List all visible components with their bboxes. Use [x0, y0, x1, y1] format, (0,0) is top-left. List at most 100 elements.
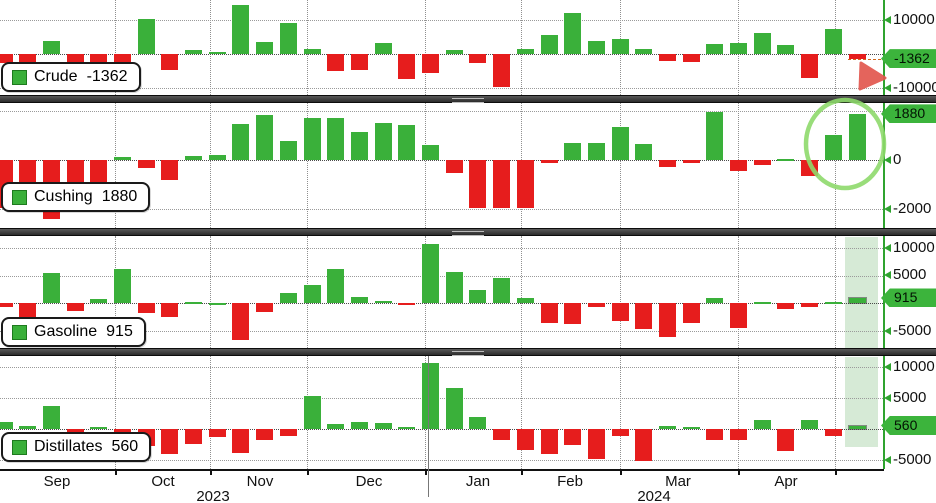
y-axis-line — [883, 236, 885, 348]
month-gridline — [307, 103, 308, 228]
weekly-change-bar — [350, 422, 368, 429]
weekly-change-bar — [706, 429, 724, 441]
weekly-change-bar — [564, 303, 582, 325]
weekly-change-bar — [706, 112, 724, 160]
legend-gasoline[interactable]: Gasoline 915 — [1, 317, 146, 347]
weekly-change-bar — [303, 49, 321, 54]
weekly-change-bar — [493, 160, 511, 208]
y-axis-tick-label: 5000 — [893, 389, 927, 406]
x-axis-year-label: 2023 — [196, 488, 230, 503]
x-axis-tick — [835, 469, 837, 475]
weekly-change-bar — [493, 429, 511, 441]
weekly-change-bar — [847, 297, 867, 304]
weekly-change-bar — [185, 302, 203, 305]
x-axis-tick — [521, 469, 523, 475]
month-gridline — [115, 0, 116, 95]
weekly-change-bar — [824, 429, 842, 436]
weekly-change-bar — [611, 429, 629, 436]
weekly-change-bar — [185, 429, 203, 444]
y-axis-tick-label: 10000 — [893, 238, 935, 256]
weekly-change-bar — [658, 426, 676, 429]
weekly-change-bar — [516, 160, 534, 208]
panel-splitter[interactable] — [0, 95, 936, 103]
weekly-change-bar — [540, 303, 558, 324]
weekly-change-bar — [232, 429, 250, 454]
weekly-change-bar — [635, 429, 653, 461]
splitter-grip-icon[interactable] — [452, 351, 484, 356]
weekly-change-bar — [824, 301, 842, 304]
weekly-change-bar — [90, 427, 108, 430]
y-axis-tick-arrow-icon — [884, 455, 891, 464]
panel-splitter[interactable] — [0, 348, 936, 356]
weekly-change-bar — [279, 141, 297, 160]
splitter-grip-icon[interactable] — [452, 231, 484, 236]
weekly-change-bar — [493, 278, 511, 303]
weekly-change-bar — [327, 423, 345, 429]
x-axis-month-label: Oct — [151, 473, 175, 490]
weekly-change-bar — [303, 285, 321, 303]
weekly-change-bar — [42, 40, 60, 54]
weekly-change-bar — [185, 49, 203, 54]
weekly-change-bar — [730, 303, 747, 329]
weekly-change-bar — [161, 429, 179, 454]
month-gridline — [210, 103, 211, 228]
weekly-change-bar — [658, 54, 676, 61]
current-value-label: 560 — [881, 416, 936, 436]
y-axis-tick-arrow-icon — [884, 205, 891, 214]
legend-cushing[interactable]: Cushing 1880 — [1, 182, 151, 212]
weekly-change-bar — [90, 299, 108, 303]
legend-distillates[interactable]: Distillates 560 — [1, 432, 152, 462]
x-axis-year-label: 2024 — [637, 488, 671, 503]
weekly-change-bar — [350, 296, 368, 303]
weekly-change-bar — [66, 429, 84, 434]
weekly-change-bar — [658, 303, 676, 337]
weekly-change-bar — [208, 155, 226, 160]
legend-crude[interactable]: Crude -1362 — [1, 62, 141, 92]
cushing-series-swatch-icon — [12, 189, 27, 205]
weekly-change-bar — [374, 301, 392, 303]
weekly-change-bar — [801, 54, 819, 78]
weekly-change-bar — [232, 5, 250, 54]
y-axis-tick-arrow-icon — [884, 156, 891, 164]
weekly-change-bar — [19, 54, 37, 64]
weekly-change-bar — [635, 49, 653, 54]
weekly-change-bar — [422, 363, 439, 429]
weekly-change-bar — [564, 12, 582, 54]
weekly-change-bar — [587, 40, 605, 54]
weekly-change-bar — [398, 54, 416, 79]
weekly-change-bar — [848, 54, 866, 59]
weekly-change-bar — [493, 54, 511, 87]
weekly-change-bar — [256, 429, 274, 441]
x-axis-tick — [115, 469, 117, 475]
weekly-change-bar — [374, 122, 392, 161]
y-axis-tick-label: -10000 — [893, 79, 936, 96]
weekly-change-bar — [730, 429, 747, 441]
weekly-change-bar — [658, 160, 676, 168]
weekly-change-bar — [445, 160, 463, 173]
weekly-change-bar — [232, 124, 250, 160]
current-value-label: -1362 — [881, 49, 936, 69]
weekly-change-bar — [445, 271, 463, 303]
weekly-change-bar — [232, 303, 250, 340]
weekly-change-bar — [256, 114, 274, 160]
weekly-change-bar — [469, 54, 487, 64]
gasoline-series-swatch-icon — [12, 324, 27, 340]
y-axis-tick-label: 5000 — [893, 266, 927, 284]
legend-distillates-name: Distillates — [34, 438, 103, 455]
weekly-change-bar — [753, 301, 771, 304]
weekly-change-bar — [706, 43, 724, 54]
current-value-leader-line — [848, 58, 881, 60]
weekly-change-bar — [185, 155, 203, 160]
legend-crude-value: -1362 — [86, 68, 128, 85]
month-gridline — [521, 236, 522, 348]
legend-gasoline-value: 915 — [106, 323, 133, 340]
panel-splitter[interactable] — [0, 228, 936, 236]
splitter-grip-icon[interactable] — [452, 98, 484, 103]
x-axis-tick — [620, 469, 622, 475]
weekly-change-bar — [19, 426, 37, 429]
weekly-change-bar — [19, 303, 37, 319]
month-gridline — [521, 356, 522, 469]
value-gridline — [0, 248, 883, 249]
weekly-change-bar — [374, 422, 392, 429]
weekly-change-bar — [516, 429, 534, 450]
